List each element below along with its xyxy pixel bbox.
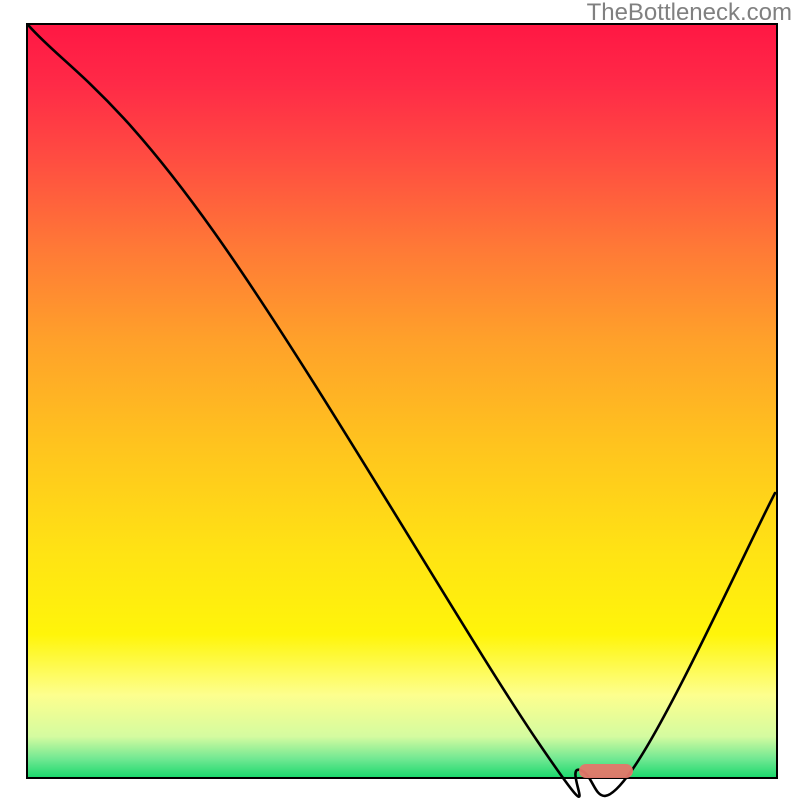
optimal-marker xyxy=(579,764,633,778)
watermark-text: TheBottleneck.com xyxy=(587,0,792,26)
chart-svg: TheBottleneck.com xyxy=(0,0,800,800)
chart-canvas: TheBottleneck.com xyxy=(0,0,800,800)
